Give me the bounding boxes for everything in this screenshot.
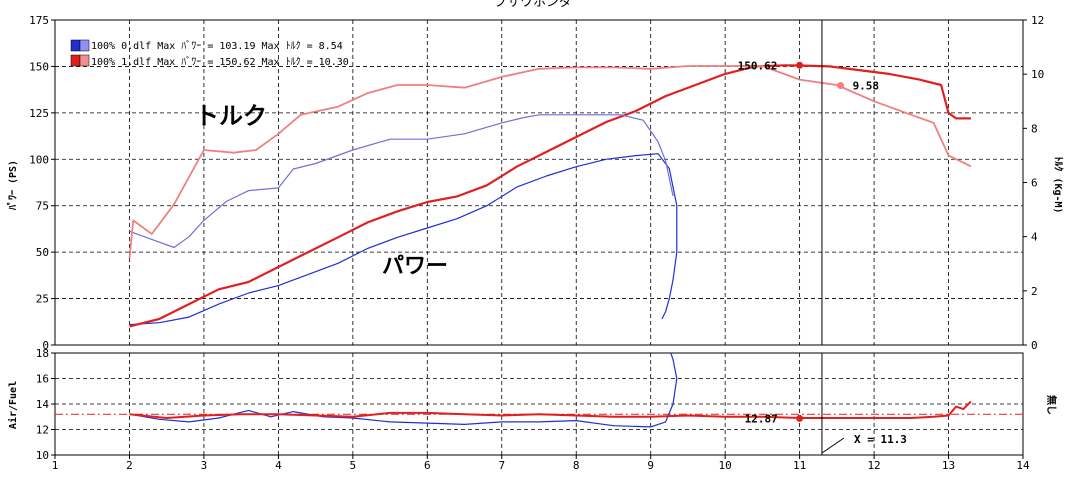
bottom-series-group: [129, 352, 972, 428]
right-tick-label: 4: [1031, 231, 1038, 244]
left-axis-ticks: 0 25 50 75 100 125 150 175: [29, 14, 55, 352]
x-tick-label: 3: [201, 459, 208, 472]
x-tick-label: 11: [793, 459, 806, 472]
x-tick-label: 14: [1016, 459, 1030, 472]
afr-tick-label: 16: [36, 373, 49, 386]
left-tick-label: 150: [29, 60, 49, 73]
x-axis-ticks: 1 2 3 4 5 6 7 8 9 10 11 12 13 14: [52, 455, 1030, 472]
afr-series-line-1: [129, 400, 972, 419]
afr-tick-label: 10: [36, 449, 49, 462]
x-tick-label: 7: [498, 459, 505, 472]
top-grid: [55, 20, 1023, 345]
torque-annotation: トルク: [195, 102, 267, 130]
afr-axis-ticks: 10 12 14 16 18: [36, 347, 55, 462]
right-tick-label: 12: [1031, 14, 1044, 27]
series-line-2: [129, 114, 674, 249]
left-tick-label: 175: [29, 14, 49, 27]
legend-swatch-1b: [79, 54, 90, 67]
right-axis-label: ﾄﾙｸ (Kg-M): [1052, 156, 1064, 213]
right-tick-label: 0: [1031, 339, 1038, 352]
legend-swatch-0b: [79, 39, 90, 52]
power-marker-dot: [796, 61, 804, 69]
right-tick-label: 6: [1031, 177, 1038, 190]
series-line-0: [129, 153, 678, 326]
legend-swatch-0: [70, 39, 81, 52]
afr-tick-label: 14: [36, 398, 50, 411]
x-tick-label: 5: [350, 459, 357, 472]
legend-entry-0: 100% 0.dlf Max ﾊﾟﾜｰ = 103.19 Max ﾄﾙｸ = 8…: [91, 40, 343, 52]
power-marker-label: 150.62: [738, 59, 778, 72]
x-tick-label: 8: [573, 459, 580, 472]
x-tick-label: 10: [719, 459, 732, 472]
bottom-grid: [55, 353, 1023, 455]
torque-marker-label: 9.58: [853, 80, 880, 93]
left-tick-label: 25: [36, 293, 49, 306]
right-tick-label: 10: [1031, 68, 1044, 81]
x-tick-label: 9: [647, 459, 654, 472]
x-tick-label: 12: [867, 459, 880, 472]
x-tick-label: 1: [52, 459, 59, 472]
afr-tick-label: 18: [36, 347, 49, 360]
chart-title: ブサワホンダ: [494, 0, 572, 10]
right-tick-label: 2: [1031, 285, 1038, 298]
left-tick-label: 50: [36, 246, 49, 259]
left-tick-label: 100: [29, 153, 49, 166]
cursor-x-label: X = 11.3: [854, 433, 907, 446]
power-annotation: パワー: [382, 254, 448, 279]
afr-right-label: 無し: [1045, 395, 1058, 415]
right-axis-ticks: 0 2 4 6 8 10 12: [1023, 14, 1044, 352]
left-axis-label: ﾊﾟﾜｰ (PS): [6, 160, 19, 211]
series-line-1: [129, 64, 971, 328]
cursor-leader-line: [821, 437, 845, 454]
legend-swatch-1: [70, 54, 81, 67]
right-tick-label: 8: [1031, 122, 1038, 135]
left-tick-label: 75: [36, 200, 49, 213]
legend-entry-1: 100% 1.dlf Max ﾊﾟﾜｰ = 150.62 Max ﾄﾙｸ = 1…: [91, 56, 349, 68]
left-tick-label: 0: [42, 339, 49, 352]
x-tick-label: 13: [942, 459, 955, 472]
x-tick-label: 2: [126, 459, 133, 472]
x-tick-label: 4: [275, 459, 282, 472]
series-line-3: [128, 65, 972, 259]
left-tick-label: 125: [29, 107, 49, 120]
torque-marker-dot: [837, 82, 845, 90]
top-series-group: [128, 64, 972, 328]
afr-marker-label: 12.87: [745, 412, 778, 425]
legend: 100% 0.dlf Max ﾊﾟﾜｰ = 103.19 Max ﾄﾙｸ = 8…: [70, 39, 349, 68]
afr-axis-label: Air/Fuel: [7, 381, 19, 429]
x-tick-label: 6: [424, 459, 431, 472]
afr-tick-label: 12: [36, 424, 49, 437]
afr-marker-dot: [796, 414, 804, 422]
